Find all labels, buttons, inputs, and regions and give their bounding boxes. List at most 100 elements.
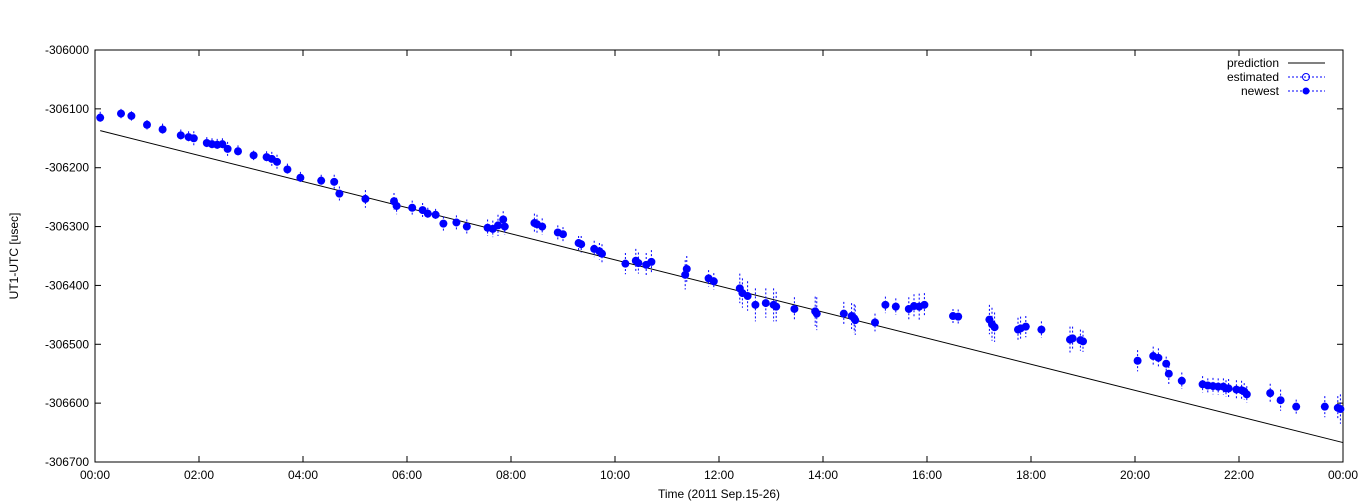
data-point <box>851 316 860 325</box>
data-point <box>577 240 586 249</box>
x-tick-label: 14:00 <box>808 468 838 482</box>
data-point <box>743 292 752 301</box>
data-point <box>1154 353 1163 362</box>
legend: prediction estimated newest <box>1227 56 1325 98</box>
legend-marker-estimated <box>1302 73 1310 81</box>
data-point <box>330 177 339 186</box>
x-axis-label: Time (2011 Sep.15-26) <box>658 487 780 501</box>
data-point <box>234 147 242 156</box>
data-point <box>598 249 606 258</box>
prediction-series <box>100 130 1344 444</box>
data-point <box>1021 322 1030 331</box>
data-point <box>990 323 999 332</box>
data-point <box>621 259 630 268</box>
data-point <box>751 300 760 309</box>
legend-label-newest: newest <box>1241 84 1280 98</box>
legend-marker-newest <box>1302 87 1310 95</box>
data-point <box>117 109 125 118</box>
data-point <box>1224 384 1233 393</box>
data-point <box>647 257 656 266</box>
data-point <box>127 111 136 120</box>
legend-label-estimated: estimated <box>1227 70 1279 84</box>
x-tick-label: 22:00 <box>1224 468 1254 482</box>
x-tick-label: 18:00 <box>1016 468 1046 482</box>
newest-error-bars <box>99 108 1341 424</box>
data-point <box>891 302 900 311</box>
data-point <box>1162 359 1171 368</box>
data-point <box>709 277 718 286</box>
x-tick-label: 16:00 <box>912 468 942 482</box>
x-tick-label: 12:00 <box>704 468 734 482</box>
data-point <box>538 222 547 231</box>
data-point <box>499 215 508 224</box>
data-point <box>452 218 461 227</box>
x-tick-label: 20:00 <box>1120 468 1150 482</box>
data-point <box>273 157 281 166</box>
data-point <box>881 300 890 309</box>
data-point <box>1242 390 1251 399</box>
data-point <box>1068 334 1077 343</box>
data-point <box>1276 396 1285 405</box>
y-axis: -306000 -306100 -306200 -306300 -306400 -3065… <box>45 43 1343 469</box>
data-point <box>494 221 502 230</box>
y-tick-label: -306400 <box>45 278 89 292</box>
plot-frame <box>94 49 1344 463</box>
data-point <box>1079 337 1087 346</box>
data-point <box>954 312 963 321</box>
data-point <box>1320 402 1329 411</box>
newest-series <box>96 109 1345 414</box>
data-point <box>218 140 227 149</box>
data-point <box>839 309 848 318</box>
x-tick-label: 08:00 <box>496 468 526 482</box>
data-point <box>812 309 821 318</box>
data-point <box>1336 405 1345 414</box>
data-point <box>559 230 567 239</box>
data-point <box>317 176 326 185</box>
legend-label-prediction: prediction <box>1227 56 1279 70</box>
data-point <box>761 299 770 308</box>
x-axis: 00:00 02:00 04:00 06:00 08:00 10:00 12:00 14:00… <box>80 50 1358 482</box>
data-point <box>790 304 799 313</box>
data-point <box>462 222 471 231</box>
data-point <box>1037 325 1046 334</box>
data-point <box>1164 369 1173 378</box>
data-point <box>431 210 440 219</box>
data-point <box>772 302 781 311</box>
data-point <box>439 219 448 228</box>
data-point <box>408 203 417 212</box>
prediction-line <box>100 130 1344 444</box>
data-point <box>392 201 401 210</box>
data-point <box>283 165 292 174</box>
y-tick-label: -306100 <box>45 102 89 116</box>
data-point <box>176 131 185 140</box>
data-point <box>361 194 370 203</box>
y-tick-label: -306600 <box>45 396 89 410</box>
data-point <box>682 264 691 273</box>
data-point <box>335 189 344 198</box>
data-point <box>1292 402 1301 411</box>
data-point <box>296 173 305 182</box>
data-point <box>249 151 258 160</box>
data-point <box>871 318 879 327</box>
data-point <box>96 113 105 122</box>
data-point <box>1133 356 1142 365</box>
y-axis-label: UT1-UTC [usec] <box>7 213 21 300</box>
data-point <box>500 222 509 231</box>
x-tick-label: 10:00 <box>600 468 630 482</box>
data-point <box>143 120 151 129</box>
y-tick-label: -306000 <box>45 43 89 57</box>
x-tick-label: 00:00 <box>1328 468 1358 482</box>
data-point <box>1177 376 1186 385</box>
y-tick-label: -306200 <box>45 161 89 175</box>
x-tick-label: 00:00 <box>80 468 110 482</box>
y-tick-label: -306500 <box>45 337 89 351</box>
data-point <box>1266 389 1275 398</box>
x-tick-label: 06:00 <box>392 468 422 482</box>
x-tick-label: 04:00 <box>288 468 318 482</box>
data-point <box>158 125 167 134</box>
y-tick-label: -306300 <box>45 220 89 234</box>
data-point <box>423 209 432 218</box>
data-point <box>189 134 198 143</box>
data-point <box>920 300 929 309</box>
